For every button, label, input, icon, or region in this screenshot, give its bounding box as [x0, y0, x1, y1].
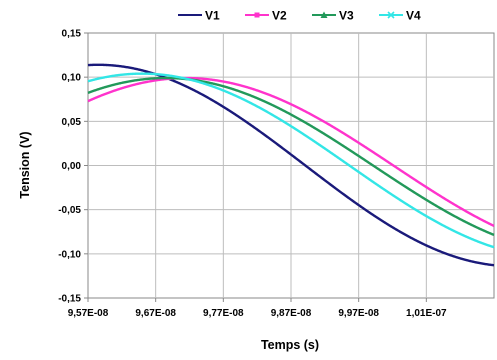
legend-label-v4: V4 — [406, 9, 421, 23]
series-line-v2 — [87, 76, 495, 228]
x-tick-label: 9,87E-08 — [271, 308, 312, 319]
x-tick-labels: 9,57E-08 9,67E-08 9,77E-08 9,87E-08 9,97E-08… — [68, 298, 447, 319]
x-axis-title: Temps (s) — [261, 338, 319, 352]
legend-label-v2: V2 — [272, 9, 287, 23]
series-line-v4 — [87, 72, 495, 249]
y-axis-title: Tension (V) — [18, 131, 32, 198]
y-tick-label: -0,05 — [58, 205, 81, 216]
x-tick-label: 9,57E-08 — [68, 308, 109, 319]
x-tick-label: 9,97E-08 — [338, 308, 379, 319]
y-tick-label: 0,10 — [62, 73, 82, 84]
x-tick-label: 9,67E-08 — [135, 308, 176, 319]
legend-label-v1: V1 — [205, 9, 220, 23]
series-layer — [87, 63, 495, 267]
legend-marker — [254, 12, 260, 18]
legend-label-v3: V3 — [339, 9, 354, 23]
y-tick-label: 0,00 — [62, 161, 82, 172]
series-line-v3 — [87, 76, 495, 237]
x-tick-label: 9,77E-08 — [203, 308, 244, 319]
y-tick-label: 0,15 — [62, 29, 82, 40]
legend-marker — [320, 11, 328, 18]
legend: V1 V2 V3 V4 — [178, 9, 421, 23]
x-tick-label: 1,01E-07 — [406, 308, 447, 319]
y-tick-label: 0,05 — [62, 117, 82, 128]
y-tick-label: -0,10 — [58, 249, 81, 260]
legend-marker — [387, 11, 395, 19]
y-tick-labels: 0,15 0,10 0,05 0,00 -0,05 -0,10 -0,15 — [58, 29, 88, 305]
y-tick-label: -0,15 — [58, 294, 81, 305]
